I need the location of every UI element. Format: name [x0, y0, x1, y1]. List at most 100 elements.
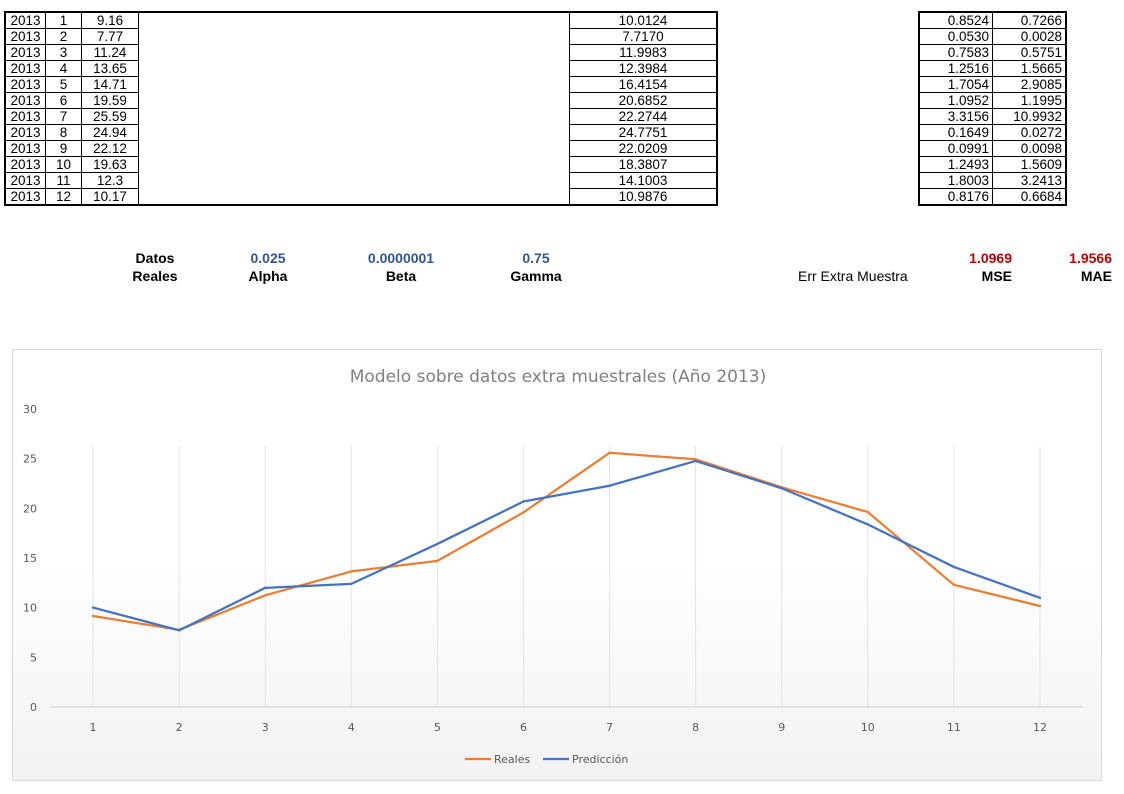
data-point [350, 582, 353, 586]
table-row: 2013 4 13.65 12.3984 [4, 60, 718, 77]
month-cell: 10 [45, 156, 82, 173]
prediction-cell: 7.7170 [569, 28, 718, 45]
sq-error-cell: 10.9932 [992, 108, 1067, 125]
prediction-cell: 22.0209 [569, 140, 718, 157]
abs-error-cell: 0.8176 [918, 188, 993, 206]
data-point [350, 570, 353, 573]
empty-cell [138, 44, 570, 61]
x-tick-label: 6 [520, 721, 527, 734]
data-table: 2013 1 9.16 10.0124 2013 2 7.77 7.7170 2013 3 11.2… [4, 11, 718, 206]
y-tick-label: 15 [23, 552, 37, 565]
gamma-value: 0.75 [522, 250, 550, 266]
year-cell: 2013 [4, 140, 46, 157]
legend-label: Predicción [572, 753, 628, 766]
sq-error-cell: 1.5609 [992, 156, 1067, 173]
year-cell: 2013 [4, 124, 46, 141]
table-row: 2013 2 7.77 7.7170 [4, 28, 718, 45]
year-cell: 2013 [4, 156, 46, 173]
empty-cell [138, 76, 570, 93]
empty-cell [138, 60, 570, 77]
y-tick-label: 5 [30, 651, 37, 664]
mae-value: 1.9566 [1069, 250, 1112, 266]
real-value-cell: 22.12 [81, 140, 139, 157]
x-tick-label: 1 [90, 721, 97, 734]
chart-area: Modelo sobre datos extra muestrales (Año… [12, 349, 1102, 781]
table-row: 3.3156 10.9932 [918, 108, 1067, 125]
abs-error-cell: 3.3156 [918, 108, 993, 125]
x-tick-label: 3 [262, 721, 269, 734]
x-tick-label: 9 [778, 721, 785, 734]
sq-error-cell: 0.5751 [992, 44, 1067, 61]
sq-error-cell: 1.5665 [992, 60, 1067, 77]
mae-label: MAE [1080, 268, 1112, 284]
month-cell: 8 [45, 124, 82, 141]
empty-cell [138, 92, 570, 109]
month-cell: 9 [45, 140, 82, 157]
x-tick-label: 10 [861, 721, 875, 734]
year-cell: 2013 [4, 11, 46, 29]
real-value-cell: 25.59 [81, 108, 139, 125]
table-row: 0.8524 0.7266 [918, 11, 1067, 29]
abs-error-cell: 1.0952 [918, 92, 993, 109]
datos-label: Datos [135, 250, 175, 266]
month-cell: 2 [45, 28, 82, 45]
prediction-cell: 22.2744 [569, 108, 718, 125]
sq-error-cell: 0.7266 [992, 11, 1067, 29]
alpha-label: Alpha [248, 268, 288, 284]
month-cell: 5 [45, 76, 82, 93]
real-value-cell: 13.65 [81, 60, 139, 77]
empty-cell [138, 28, 570, 45]
real-value-cell: 24.94 [81, 124, 139, 141]
data-point [608, 484, 611, 487]
table-row: 2013 6 19.59 20.6852 [4, 92, 718, 109]
month-cell: 3 [45, 44, 82, 61]
prediction-cell: 14.1003 [569, 172, 718, 189]
alpha-value: 0.025 [250, 250, 286, 266]
real-value-cell: 12.3 [81, 172, 139, 189]
sq-error-cell: 3.2413 [992, 172, 1067, 189]
beta-label: Beta [385, 268, 417, 284]
table-row: 1.0952 1.1995 [918, 92, 1067, 109]
mse-label: MSE [981, 268, 1012, 284]
y-tick-label: 0 [30, 701, 37, 714]
abs-error-cell: 0.0530 [918, 28, 993, 45]
data-point [522, 511, 525, 514]
table-row: 2013 7 25.59 22.2744 [4, 108, 718, 125]
table-row: 0.1649 0.0272 [918, 124, 1067, 141]
year-cell: 2013 [4, 44, 46, 61]
prediction-cell: 12.3984 [569, 60, 718, 77]
table-row: 2013 10 19.63 18.3807 [4, 156, 718, 173]
table-row: 2013 11 12.3 14.1003 [4, 172, 718, 189]
empty-cell [138, 188, 570, 206]
table-row: 2013 12 10.17 10.9876 [4, 188, 718, 206]
x-tick-label: 4 [348, 721, 355, 734]
table-row: 2013 9 22.12 22.0209 [4, 140, 718, 157]
x-tick-label: 7 [606, 721, 613, 734]
prediction-cell: 10.0124 [569, 11, 718, 29]
year-cell: 2013 [4, 108, 46, 125]
table-row: 2013 5 14.71 16.4154 [4, 76, 718, 93]
sq-error-cell: 2.9085 [992, 76, 1067, 93]
month-cell: 4 [45, 60, 82, 77]
abs-error-cell: 0.1649 [918, 124, 993, 141]
table-row: 0.8176 0.6684 [918, 188, 1067, 206]
year-cell: 2013 [4, 76, 46, 93]
year-cell: 2013 [4, 172, 46, 189]
prediction-cell: 24.7751 [569, 124, 718, 141]
empty-cell [138, 124, 570, 141]
data-point [952, 583, 956, 587]
series-line-reales [92, 451, 1041, 631]
x-tick-label: 8 [692, 721, 699, 734]
y-tick-label: 10 [23, 602, 37, 615]
data-point [952, 565, 956, 569]
err-extra-muestra-label: Err Extra Muestra [798, 268, 908, 284]
table-row: 1.2493 1.5609 [918, 156, 1067, 173]
year-cell: 2013 [4, 188, 46, 206]
data-point [866, 523, 869, 526]
data-point [436, 559, 439, 563]
prediction-cell: 20.6852 [569, 92, 718, 109]
real-value-cell: 9.16 [81, 11, 139, 29]
x-tick-label: 2 [176, 721, 183, 734]
chart-title: Modelo sobre datos extra muestrales (Año… [349, 367, 767, 387]
